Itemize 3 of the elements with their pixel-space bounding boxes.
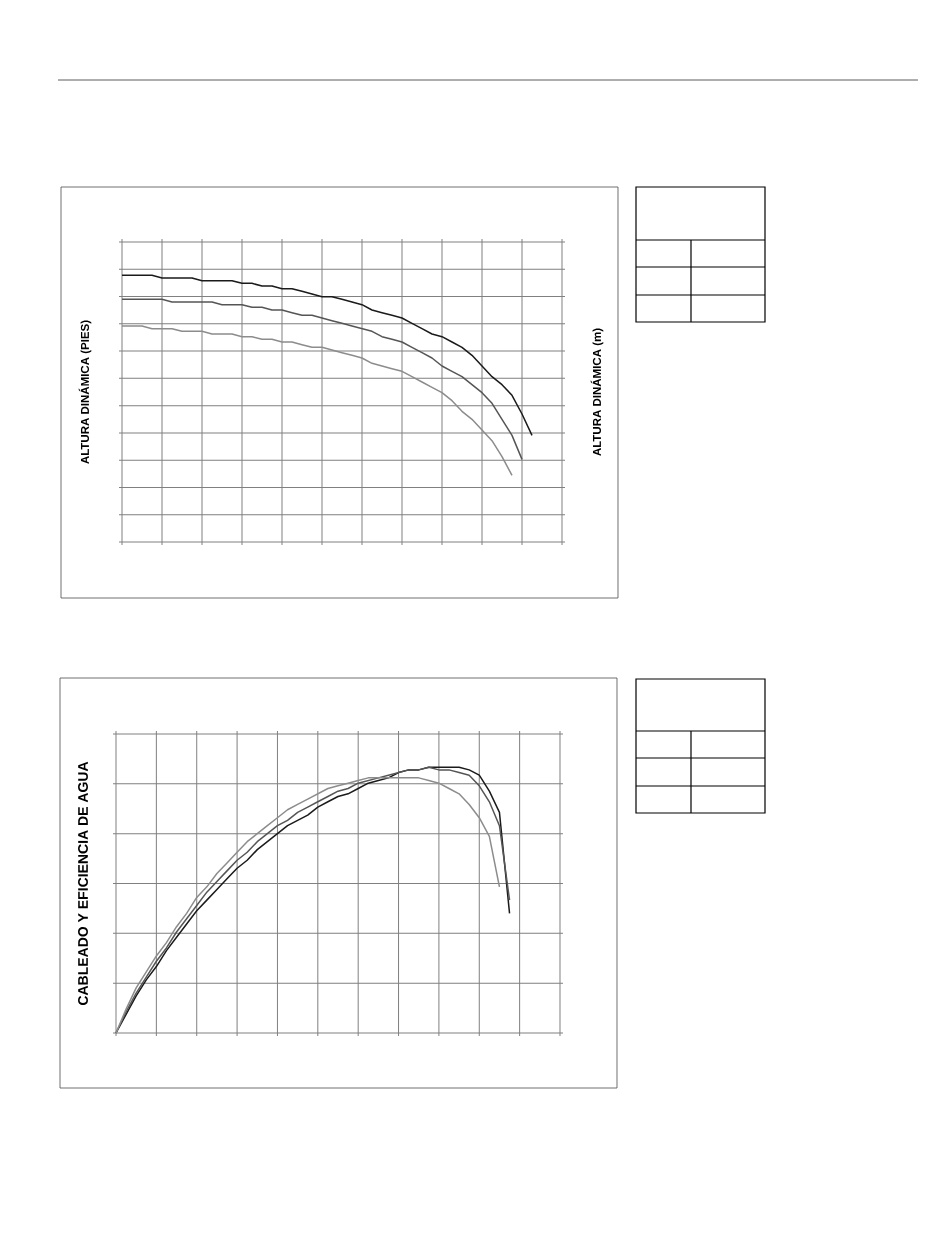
- y2-axis-title: ALTURA DINÁMICA (m): [590, 328, 604, 456]
- y-axis-title: ALTURA DINÁMICA (PIES): [78, 320, 92, 464]
- y-axis-title: CABLEADO Y EFICIENCIA DE AGUA: [78, 761, 88, 1006]
